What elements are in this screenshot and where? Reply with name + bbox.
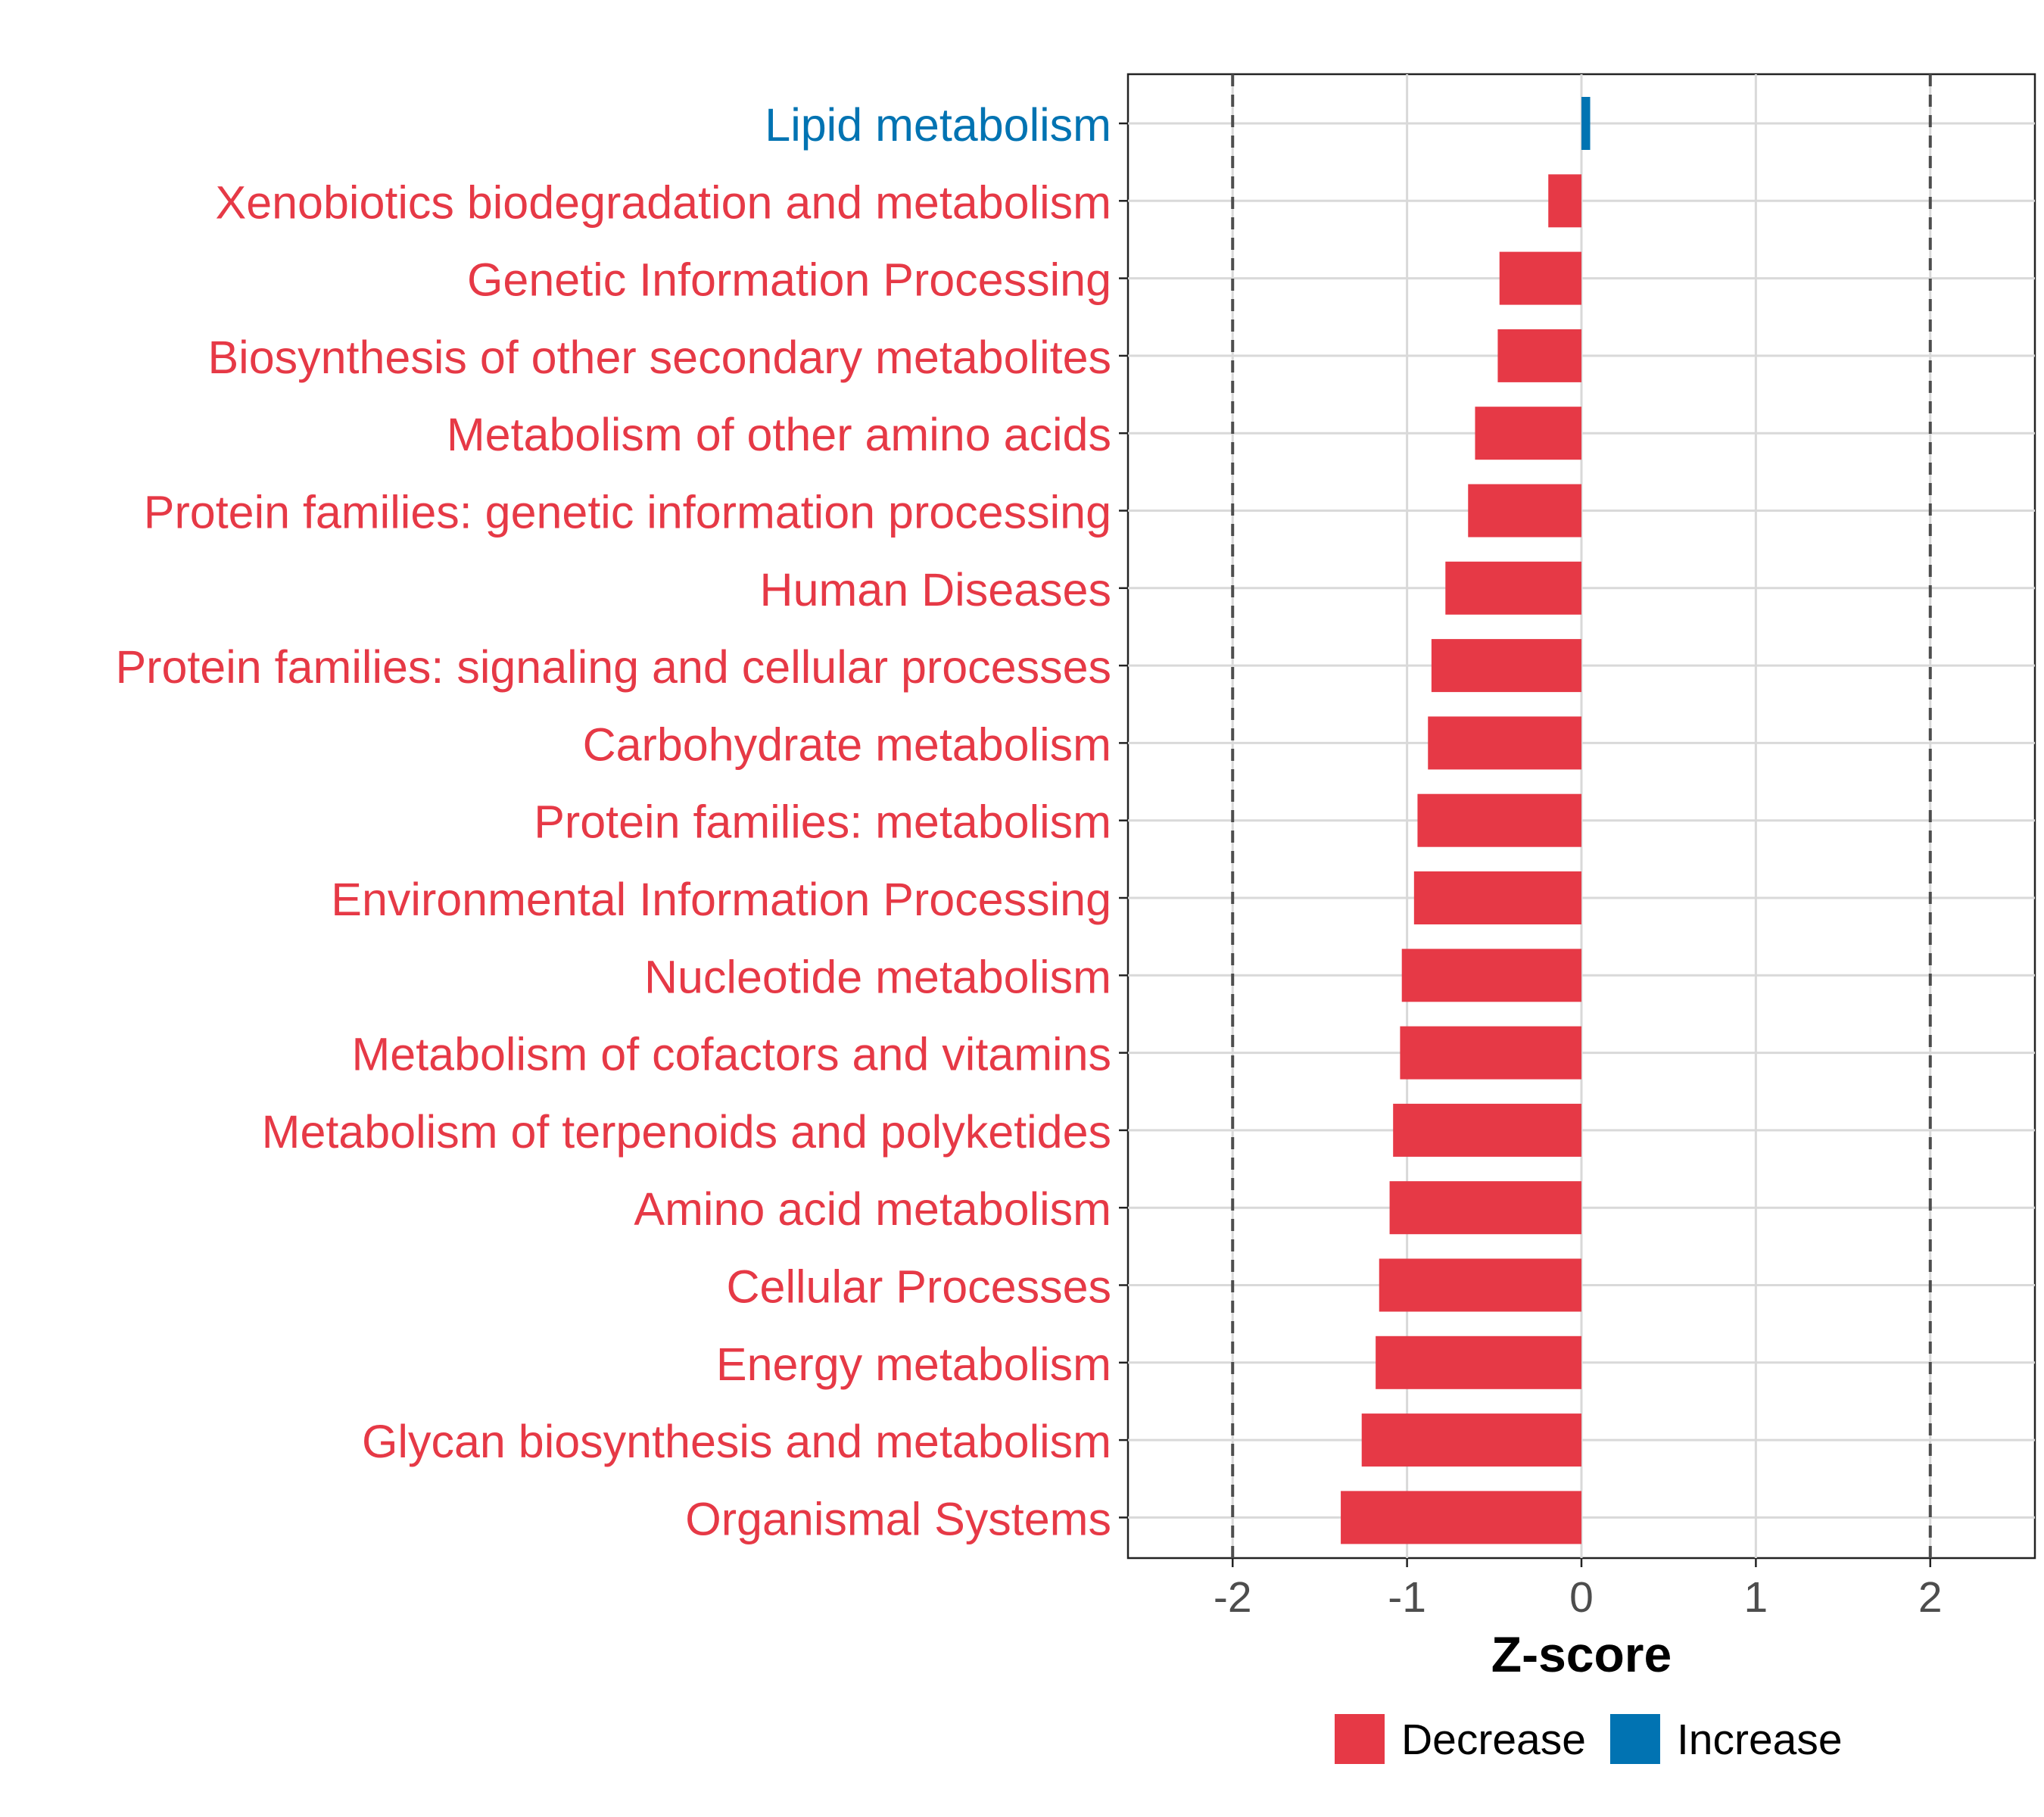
category-label: Protein families: signaling and cellular… [115, 641, 1111, 693]
x-tick-label: 0 [1569, 1573, 1594, 1622]
category-label: Cellular Processes [726, 1261, 1111, 1313]
legend-label: Increase [1677, 1716, 1843, 1764]
bar [1400, 1026, 1581, 1080]
category-label: Nucleotide metabolism [644, 951, 1111, 1002]
category-label: Energy metabolism [716, 1339, 1111, 1390]
category-label: Environmental Information Processing [331, 874, 1111, 925]
y-ticks [1119, 122, 1128, 1519]
bar [1413, 871, 1581, 924]
x-tick-label: -2 [1214, 1573, 1252, 1622]
category-label: Lipid metabolism [765, 99, 1111, 151]
bar [1379, 1258, 1581, 1312]
category-label: Amino acid metabolism [634, 1183, 1111, 1235]
category-labels: Lipid metabolism Xenobiotics biodegradati… [115, 99, 1111, 1544]
category-label: Genetic Information Processing [467, 254, 1111, 306]
category-label: Biosynthesis of other secondary metaboli… [207, 332, 1111, 383]
bar [1431, 639, 1581, 693]
category-label: Human Diseases [760, 564, 1111, 616]
legend: Decrease Increase [1335, 1714, 1843, 1764]
legend-key [1335, 1714, 1385, 1764]
reference-lines [1231, 74, 1932, 1558]
bar [1376, 1335, 1581, 1389]
bar [1401, 949, 1581, 1002]
bar [1475, 407, 1581, 460]
bar [1445, 561, 1581, 615]
category-label: Protein families: metabolism [534, 796, 1111, 848]
x-axis-title: Z-score [1491, 1626, 1672, 1682]
bar [1499, 251, 1581, 305]
bar [1428, 716, 1581, 770]
bar [1389, 1181, 1581, 1235]
category-label: Carbohydrate metabolism [583, 718, 1111, 770]
category-label: Protein families: genetic information pr… [144, 487, 1111, 538]
bar [1581, 97, 1591, 150]
bar [1341, 1491, 1581, 1544]
category-label: Organismal Systems [685, 1493, 1111, 1544]
category-label: Glycan biosynthesis and metabolism [362, 1416, 1111, 1467]
x-ticks: -2 -1 0 1 2 [1214, 1558, 1943, 1622]
bar [1417, 793, 1581, 847]
category-label: Metabolism of other amino acids [447, 409, 1111, 460]
bar [1393, 1103, 1581, 1157]
bars [1341, 97, 1591, 1544]
x-tick-label: -1 [1388, 1573, 1426, 1622]
category-label: Metabolism of terpenoids and polyketides [262, 1106, 1111, 1158]
category-label: Metabolism of cofactors and vitamins [351, 1029, 1111, 1080]
bar [1548, 174, 1581, 228]
category-label: Xenobiotics biodegradation and metabolis… [216, 176, 1111, 228]
legend-label: Decrease [1401, 1716, 1586, 1764]
x-tick-label: 1 [1744, 1573, 1768, 1622]
bar [1497, 329, 1581, 382]
bar [1361, 1413, 1581, 1467]
legend-key [1609, 1714, 1660, 1764]
bar [1468, 484, 1581, 538]
x-tick-label: 2 [1918, 1573, 1943, 1622]
